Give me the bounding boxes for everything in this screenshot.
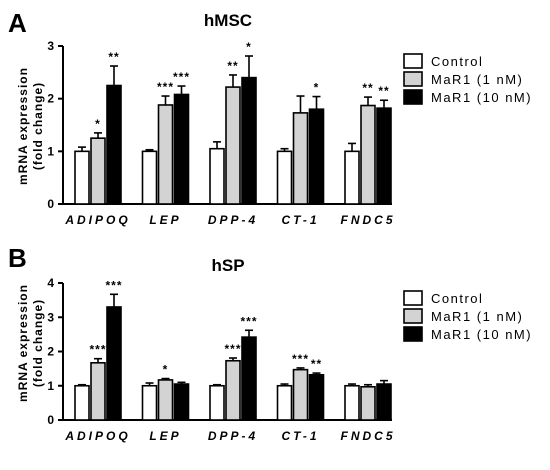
panel-b-bar <box>209 384 225 421</box>
panel-b-bar <box>141 384 158 421</box>
panel-a-significance-label: ** <box>378 84 389 98</box>
panel-a-legend-label: MaR1 (1 nM) <box>431 72 523 87</box>
panel-a-title: hMSC <box>204 11 252 30</box>
panel-a-significance-label: ** <box>227 59 238 73</box>
panel-a-legend-swatch <box>403 89 423 105</box>
panel-b: B hSP mRNA expression (fold change) 0 1 2 3… <box>8 243 532 443</box>
panel-a-bar <box>225 86 241 205</box>
panel-b-category-label: ADIPOQ <box>64 429 130 443</box>
panel-a-significance-label: * <box>95 117 101 131</box>
panel-b-significance-label: *** <box>292 352 309 366</box>
panel-a-bar <box>276 150 293 205</box>
panel-b-legend-swatch <box>403 308 423 324</box>
panel-b-significance-label: * <box>163 363 169 377</box>
panel-a-ylabel-line2: (fold change) <box>31 82 45 170</box>
panel-b-category-label: FNDC5 <box>340 429 395 443</box>
panel-a-significance-label: * <box>314 81 320 95</box>
panel-b-bar <box>157 379 174 421</box>
panel-b-category-label: DPP-4 <box>208 429 258 443</box>
panel-b-bar <box>276 384 293 421</box>
panel-a: A hMSC mRNA expression (fold change) 0 1 2… <box>8 8 532 227</box>
panel-b-legend-label: MaR1 (1 nM) <box>431 309 523 324</box>
panel-b-y-tick-label: 3 <box>47 310 54 324</box>
panel-a-bar <box>157 104 174 205</box>
panel-b-y-tick-label: 2 <box>47 345 54 359</box>
panel-b-y-tick-label: 0 <box>47 413 54 427</box>
panel-a-significance-label: ** <box>362 81 373 95</box>
panel-a-y-tick-label: 1 <box>47 144 54 158</box>
panel-b-category-label: CT-1 <box>281 429 319 443</box>
panel-a-bar <box>74 150 90 205</box>
panel-a-significance-label: *** <box>157 80 174 94</box>
panel-a-bar <box>360 104 376 205</box>
panel-b-y-tick-label: 4 <box>47 276 54 290</box>
panel-a-legend-label: MaR1 (10 nM) <box>431 90 532 105</box>
panel-a-bar <box>173 93 190 205</box>
panel-a-significance-label: * <box>246 40 252 54</box>
panel-b-significance-label: *** <box>240 314 257 328</box>
panel-b-bar <box>360 385 376 421</box>
panel-a-ylabel-line1: mRNA expression <box>16 67 30 185</box>
panel-a-bar <box>141 150 158 205</box>
panel-a-y-tick-label: 2 <box>47 92 54 106</box>
panel-b-ylabel-line2: (fold change) <box>31 299 45 387</box>
panel-b-title: hSP <box>211 256 244 275</box>
panel-b-y-tick-label: 1 <box>47 379 54 393</box>
panel-a-bar <box>209 147 225 205</box>
panel-b-legend-swatch <box>403 326 423 342</box>
panel-a-y-tick-label: 0 <box>47 197 54 211</box>
panel-a-legend-label: Control <box>431 54 483 69</box>
panel-b-bar <box>308 373 325 421</box>
panel-b-bar <box>106 306 122 421</box>
panel-a-category-label: FNDC5 <box>340 213 395 227</box>
panel-a-legend-swatch <box>403 53 423 69</box>
panel-b-bar <box>376 383 392 421</box>
panel-a-bar <box>241 76 257 205</box>
panel-b-legend-label: MaR1 (10 nM) <box>431 327 532 342</box>
panel-b-legend-label: Control <box>431 291 483 306</box>
panel-b-bar <box>173 383 190 421</box>
panel-a-category-label: CT-1 <box>281 213 319 227</box>
panel-a-bar <box>376 107 392 205</box>
panel-a-category-label: DPP-4 <box>208 213 258 227</box>
panel-a-letter: A <box>8 8 27 38</box>
panel-a-bar <box>90 137 106 205</box>
panel-b-category-label: LEP <box>149 429 181 443</box>
panel-b-bar <box>241 336 257 421</box>
panel-b-bar <box>90 362 106 421</box>
panel-a-category-label: ADIPOQ <box>64 213 130 227</box>
panel-b-bar <box>74 384 90 421</box>
panel-b-bar <box>292 368 309 421</box>
panel-b-significance-label: ** <box>311 357 322 371</box>
panel-b-letter: B <box>8 243 27 273</box>
panel-a-y-tick-label: 3 <box>47 39 54 53</box>
panel-b-bar <box>344 384 360 421</box>
panel-b-legend-swatch <box>403 290 423 306</box>
panel-b-significance-label: *** <box>89 343 106 357</box>
panel-a-bar <box>308 108 325 205</box>
panel-a-legend-swatch <box>403 71 423 87</box>
panel-b-significance-label: *** <box>224 342 241 356</box>
panel-a-bar <box>292 112 309 205</box>
panel-b-ylabel-line1: mRNA expression <box>16 284 30 402</box>
panel-a-significance-label: ** <box>108 50 119 64</box>
panel-a-bar <box>106 84 122 205</box>
panel-a-bar <box>344 150 360 205</box>
panel-b-significance-label: *** <box>105 278 122 292</box>
panel-a-significance-label: *** <box>173 70 190 84</box>
panel-b-bar <box>225 359 241 421</box>
panel-a-category-label: LEP <box>149 213 181 227</box>
